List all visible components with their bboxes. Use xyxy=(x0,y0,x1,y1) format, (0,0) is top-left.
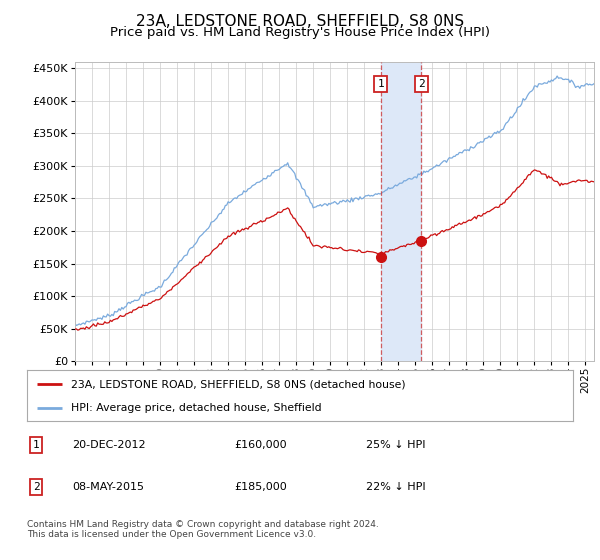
Text: 23A, LEDSTONE ROAD, SHEFFIELD, S8 0NS (detached house): 23A, LEDSTONE ROAD, SHEFFIELD, S8 0NS (d… xyxy=(71,379,406,389)
Text: HPI: Average price, detached house, Sheffield: HPI: Average price, detached house, Shef… xyxy=(71,403,322,413)
Text: 23A, LEDSTONE ROAD, SHEFFIELD, S8 0NS: 23A, LEDSTONE ROAD, SHEFFIELD, S8 0NS xyxy=(136,14,464,29)
Text: 2: 2 xyxy=(32,482,40,492)
Text: 2: 2 xyxy=(418,79,425,89)
Text: 22% ↓ HPI: 22% ↓ HPI xyxy=(366,482,425,492)
Text: Contains HM Land Registry data © Crown copyright and database right 2024.
This d: Contains HM Land Registry data © Crown c… xyxy=(27,520,379,539)
Text: £185,000: £185,000 xyxy=(234,482,287,492)
Text: 25% ↓ HPI: 25% ↓ HPI xyxy=(366,440,425,450)
Text: £160,000: £160,000 xyxy=(234,440,287,450)
Text: 20-DEC-2012: 20-DEC-2012 xyxy=(72,440,146,450)
Bar xyxy=(381,62,421,361)
Text: 08-MAY-2015: 08-MAY-2015 xyxy=(72,482,144,492)
Text: Price paid vs. HM Land Registry's House Price Index (HPI): Price paid vs. HM Land Registry's House … xyxy=(110,26,490,39)
Text: 1: 1 xyxy=(377,79,384,89)
Text: 1: 1 xyxy=(32,440,40,450)
